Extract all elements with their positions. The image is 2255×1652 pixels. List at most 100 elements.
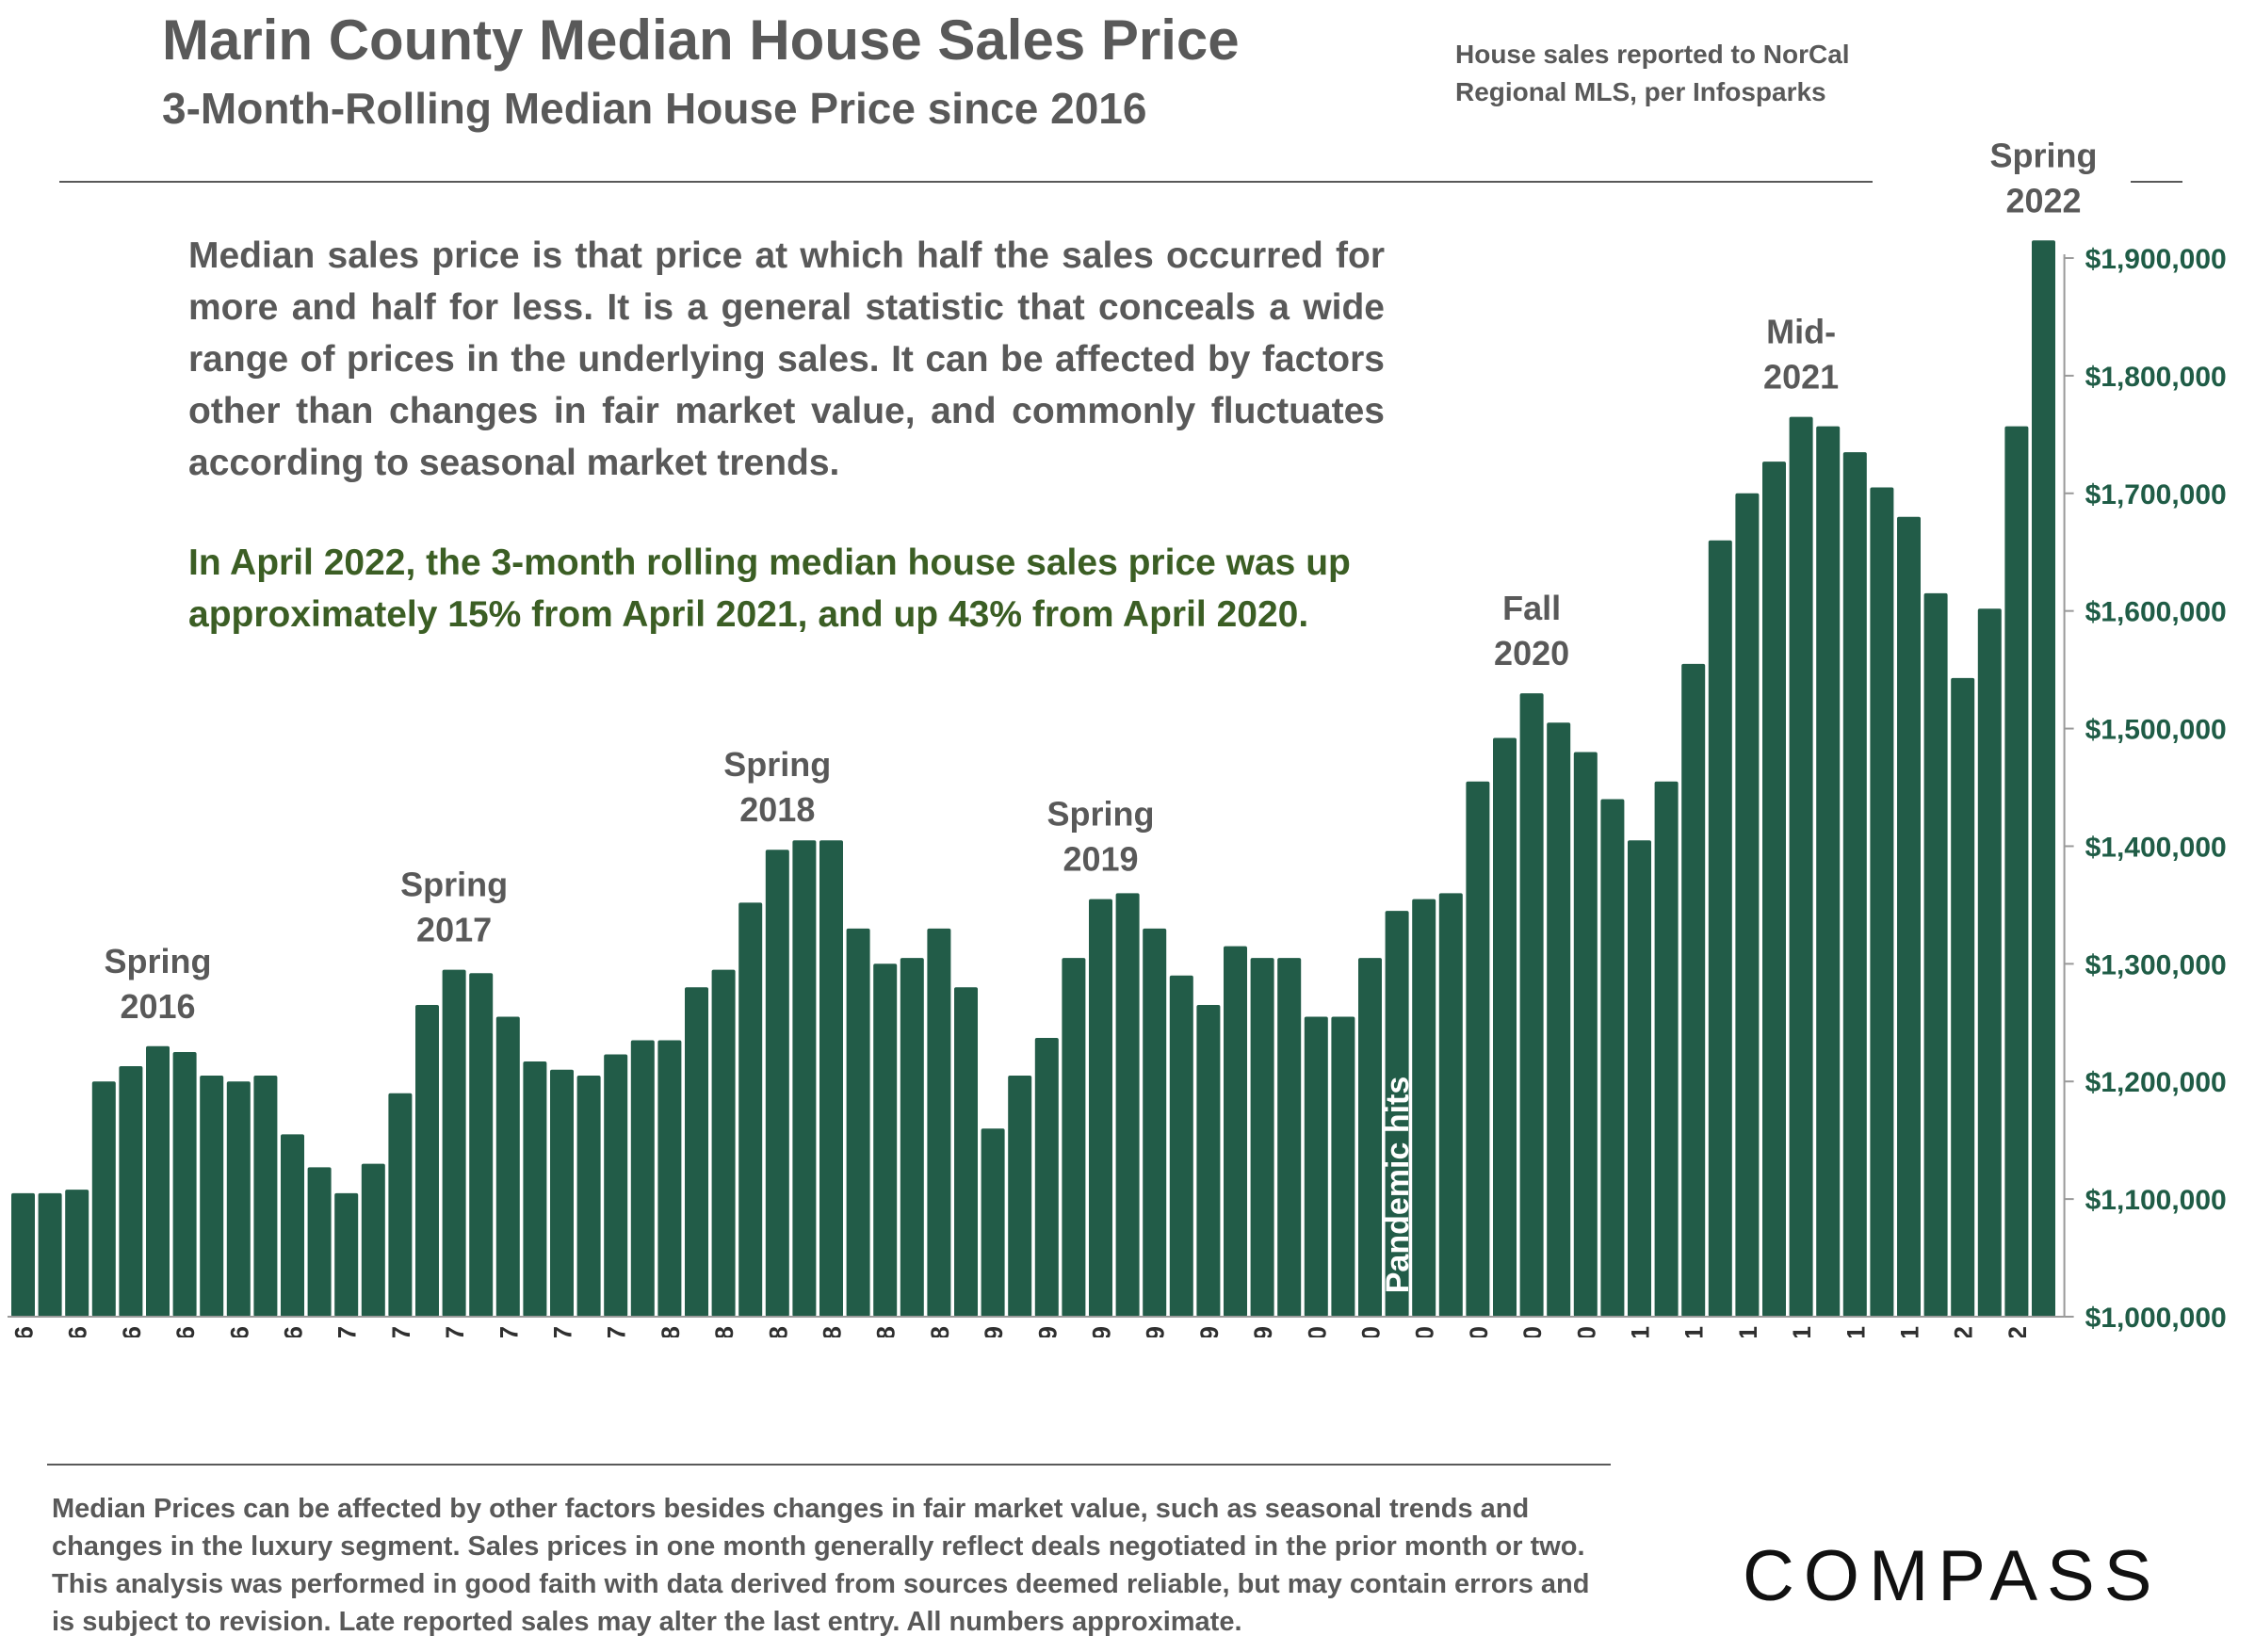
bar-may-20 — [1412, 899, 1436, 1317]
bar-apr-16 — [91, 1081, 116, 1317]
y-tick-label: $1,900,000 — [2085, 244, 2227, 275]
bar-jun-21 — [1762, 462, 1786, 1318]
annotation-line-1: Spring — [1047, 795, 1155, 834]
bar-apr-22 — [2032, 240, 2055, 1317]
bar-dec-18 — [954, 987, 978, 1317]
x-tick-label: Jul-16 — [171, 1326, 200, 1337]
bar-nov-19 — [1250, 958, 1274, 1317]
footer-divider — [47, 1464, 1611, 1466]
x-tick-label: Mar-18 — [710, 1326, 738, 1337]
bar-jun-16 — [146, 1045, 170, 1317]
annotation-line-1: Spring — [1990, 136, 2098, 174]
x-tick-label: Jan-16 — [10, 1326, 39, 1337]
annotation-line-2: 2016 — [120, 987, 195, 1026]
bar-sep-16 — [226, 1081, 251, 1317]
bar-mar-17 — [388, 1093, 413, 1317]
annotation-line-1: Spring — [723, 745, 831, 784]
x-tick-label: Nov-20 — [1572, 1326, 1600, 1337]
x-tick-label: Jan-18 — [657, 1326, 685, 1337]
bar-aug-16 — [200, 1076, 224, 1317]
source-note-line-1: House sales reported to NorCal — [1455, 40, 1850, 69]
bar-aug-21 — [1816, 426, 1841, 1318]
x-tick-label: Sep-16 — [225, 1326, 253, 1337]
bar-jul-17 — [495, 1016, 520, 1317]
bar-aug-18 — [846, 928, 870, 1317]
bar-aug-17 — [523, 1061, 547, 1317]
annotation-line-1: Mid- — [1766, 313, 1836, 351]
bar-mar-21 — [1681, 663, 1706, 1317]
bar-dec-20 — [1600, 799, 1625, 1317]
x-tick-label: Nov-17 — [603, 1326, 631, 1337]
bar-oct-18 — [900, 958, 924, 1317]
bar-sep-21 — [1842, 452, 1867, 1318]
bar-chart: $1,000,000 $1,100,000 $1,200,000 $1,300,000… — [8, 136, 2227, 1337]
compass-logo: COMPASS — [1743, 1536, 2162, 1616]
x-tick-label: Jul-19 — [1142, 1326, 1170, 1337]
bar-apr-19 — [1062, 958, 1086, 1317]
bar-oct-20 — [1547, 722, 1571, 1317]
annotation-line-1: Spring — [400, 866, 508, 904]
pandemic-annotation: Pandemic hits — [1380, 1077, 1416, 1294]
annotation-line-2: 2020 — [1494, 634, 1569, 672]
x-tick-label: May-18 — [764, 1326, 792, 1337]
x-tick-label: Mar-21 — [1680, 1326, 1709, 1337]
source-note: House sales reported to NorCal Regional … — [1455, 36, 1850, 111]
x-tick-label: Nov-19 — [1249, 1326, 1277, 1337]
bar-may-21 — [1735, 493, 1760, 1317]
bar-jun-17 — [469, 973, 494, 1317]
x-tick-label: Mar-20 — [1357, 1326, 1386, 1337]
x-tick-label: Jan-20 — [1303, 1326, 1331, 1337]
bar-apr-17 — [415, 1005, 439, 1317]
x-tick-label: Jan-19 — [980, 1326, 1008, 1337]
x-tick-label: Mar-22 — [2004, 1326, 2032, 1337]
y-tick-label: $1,300,000 — [2085, 949, 2227, 980]
bar-jan-19 — [981, 1128, 1005, 1317]
bar-may-18 — [765, 850, 789, 1317]
bar-sep-20 — [1519, 693, 1544, 1317]
bar-sep-17 — [550, 1069, 574, 1317]
x-tick-label: Mar-16 — [64, 1326, 92, 1337]
y-tick-label: $1,000,000 — [2085, 1303, 2227, 1334]
bar-jan-16 — [11, 1192, 35, 1317]
bar-nov-20 — [1573, 752, 1598, 1317]
y-axis: $1,000,000 $1,100,000 $1,200,000 $1,300,000… — [2063, 244, 2227, 1334]
bar-mar-20 — [1358, 958, 1382, 1317]
bar-feb-18 — [685, 987, 708, 1317]
x-tick-label: Mar-19 — [1033, 1326, 1062, 1337]
bar-dec-17 — [630, 1040, 655, 1317]
annotation-line-1: Spring — [105, 942, 212, 980]
bar-jan-17 — [334, 1192, 359, 1317]
annotations: Spring 2016 Spring 2017 Spring 2018 Spring 2019… — [105, 136, 2098, 1293]
x-tick-label: Jul-20 — [1465, 1326, 1493, 1337]
y-tick-label: $1,400,000 — [2085, 832, 2227, 863]
x-tick-label: Jan-21 — [1627, 1326, 1655, 1337]
bar-oct-17 — [576, 1076, 601, 1317]
bar-jul-16 — [172, 1052, 197, 1317]
bar-dec-16 — [307, 1167, 332, 1317]
bar-may-16 — [119, 1066, 143, 1317]
bar-dec-21 — [1923, 592, 1948, 1317]
bar-jul-20 — [1466, 781, 1490, 1317]
annotation-line-2: 2022 — [2005, 181, 2081, 219]
bar-may-17 — [442, 969, 466, 1317]
x-tick-label: Nov-18 — [926, 1326, 954, 1337]
bar-jan-22 — [1951, 677, 1975, 1317]
bar-oct-21 — [1870, 487, 1894, 1317]
page-subtitle: 3-Month-Rolling Median House Price since… — [162, 84, 1147, 133]
bar-aug-19 — [1169, 975, 1193, 1317]
x-tick-label: Jan-22 — [1950, 1326, 1978, 1337]
bar-jul-18 — [819, 840, 843, 1317]
bar-oct-16 — [253, 1076, 278, 1317]
bars-group — [8, 240, 2065, 1318]
x-tick-label: May-21 — [1734, 1326, 1762, 1337]
y-tick-label: $1,100,000 — [2085, 1185, 2227, 1216]
x-tick-label: Sep-17 — [549, 1326, 577, 1337]
x-tick-label: Nov-21 — [1896, 1326, 1924, 1337]
bar-feb-21 — [1654, 781, 1679, 1317]
y-tick-label: $1,500,000 — [2085, 715, 2227, 746]
bar-sep-19 — [1196, 1005, 1221, 1317]
x-tick-label: Jul-17 — [495, 1326, 523, 1337]
bar-mar-18 — [711, 969, 736, 1317]
y-tick-label: $1,700,000 — [2085, 479, 2227, 510]
annotation-line-2: 2018 — [739, 790, 815, 829]
